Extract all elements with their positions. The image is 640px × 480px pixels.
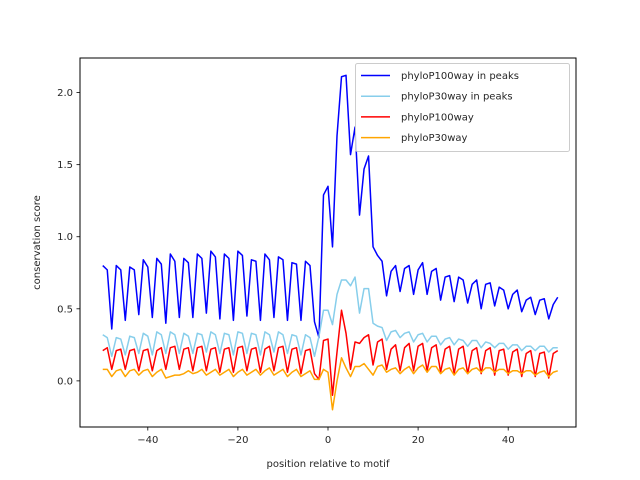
legend-box [355, 63, 570, 152]
y-axis-label: conservation score [32, 195, 43, 290]
series-layer [102, 74, 559, 411]
x-tick-label: −20 [227, 435, 248, 446]
legend: phyloP100way in peaks phyloP30way in peak… [355, 63, 570, 152]
series-line-1 [102, 74, 559, 339]
x-axis-label: position relative to motif [267, 459, 390, 470]
series-line-2 [102, 276, 558, 358]
legend-label: phyloP100way in peaks [401, 71, 519, 82]
y-tick-label: 1.0 [57, 232, 73, 243]
legend-label: phyloP100way [401, 112, 474, 123]
x-tick-label: −40 [137, 435, 158, 446]
y-tick-label: 1.5 [57, 160, 73, 171]
x-tick-label: 0 [325, 435, 331, 446]
y-tick-label: 0.5 [57, 304, 73, 315]
series-line-3 [102, 309, 559, 397]
series-line-4 [102, 357, 558, 411]
legend-label: phyloP30way [401, 133, 468, 144]
y-tick-label: 2.0 [57, 88, 73, 99]
y-tick-label: 0.0 [57, 376, 73, 387]
x-axis: −40 −20 0 20 40 [137, 427, 515, 446]
legend-label: phyloP30way in peaks [401, 92, 513, 103]
y-axis: 0.0 0.5 1.0 1.5 2.0 [57, 88, 80, 387]
x-tick-label: 20 [412, 435, 425, 446]
x-tick-label: 40 [502, 435, 515, 446]
